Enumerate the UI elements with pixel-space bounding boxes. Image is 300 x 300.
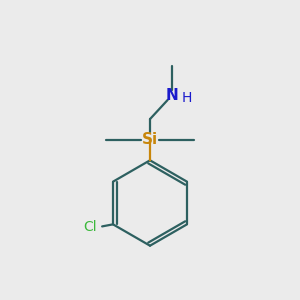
Text: Cl: Cl bbox=[83, 220, 97, 234]
Text: Si: Si bbox=[142, 132, 158, 147]
Text: H: H bbox=[182, 91, 192, 105]
Text: N: N bbox=[166, 88, 178, 103]
